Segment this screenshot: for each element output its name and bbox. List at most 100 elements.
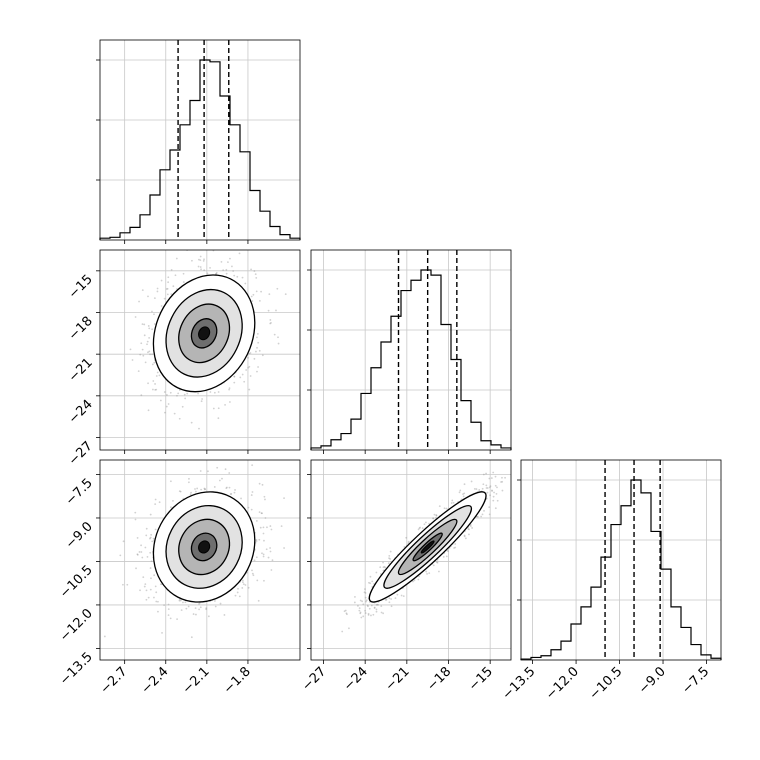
- sample-point: [485, 487, 488, 489]
- sample-point: [152, 380, 155, 382]
- sample-point: [344, 609, 347, 612]
- sample-point: [253, 559, 256, 562]
- sample-point: [147, 351, 149, 354]
- sample-point: [384, 599, 387, 601]
- sample-point: [231, 265, 233, 268]
- sample-point: [250, 508, 253, 511]
- sample-point: [169, 391, 172, 394]
- sample-point: [383, 565, 386, 568]
- sample-point: [151, 363, 154, 366]
- y-tick-label: −27: [66, 439, 96, 469]
- histogram-step-0: [99, 59, 301, 240]
- x-tick-label: −13.5: [500, 664, 539, 703]
- sample-point: [236, 591, 239, 594]
- sample-point: [148, 350, 151, 353]
- sample-point: [481, 513, 484, 516]
- sample-point: [264, 498, 266, 501]
- sample-point: [214, 605, 217, 608]
- sample-point: [138, 300, 140, 303]
- sample-point: [170, 506, 172, 509]
- sample-point: [370, 604, 373, 607]
- sample-point: [218, 479, 221, 482]
- sample-point: [261, 512, 263, 515]
- sample-point: [462, 495, 465, 498]
- sample-point: [260, 290, 262, 293]
- sample-point: [154, 503, 157, 506]
- sample-point: [271, 559, 274, 562]
- sample-point: [145, 589, 148, 592]
- sample-point: [185, 607, 188, 610]
- sample-point: [283, 547, 285, 549]
- sample-point: [174, 274, 177, 277]
- sample-point: [459, 489, 462, 492]
- sample-point: [183, 393, 186, 396]
- sample-point: [169, 617, 172, 620]
- sample-point: [141, 348, 144, 351]
- sample-point: [122, 583, 124, 586]
- sample-point: [269, 322, 272, 325]
- sample-point: [262, 532, 265, 535]
- sample-point: [389, 550, 392, 553]
- sample-point: [482, 473, 485, 476]
- sample-point: [167, 614, 170, 617]
- sample-point: [494, 475, 497, 478]
- sample-point: [167, 603, 170, 606]
- sample-point: [212, 407, 215, 410]
- y-tick-label: −15: [66, 272, 96, 302]
- sample-point: [473, 487, 476, 490]
- sample-point: [501, 480, 504, 483]
- sample-point: [266, 526, 268, 529]
- sample-point: [536, 464, 538, 466]
- sample-point: [226, 486, 228, 489]
- x-tick-label: −15: [466, 664, 496, 694]
- sample-point: [152, 537, 155, 540]
- sample-point: [200, 268, 202, 271]
- sample-point: [357, 604, 359, 607]
- sample-point: [223, 614, 226, 616]
- sample-point: [405, 536, 408, 539]
- sample-point: [153, 596, 155, 599]
- sample-point: [365, 599, 368, 602]
- sample-point: [203, 487, 206, 490]
- sample-point: [145, 598, 148, 601]
- x-tick-label: −2.1: [180, 664, 213, 697]
- sample-point: [367, 605, 369, 608]
- sample-point: [476, 515, 479, 518]
- sample-point: [493, 491, 495, 494]
- y-tick-label: −18: [66, 314, 96, 344]
- sample-point: [165, 394, 168, 396]
- sample-point: [191, 259, 193, 262]
- sample-point: [454, 546, 457, 549]
- scatter-panel-0-1: [99, 249, 301, 451]
- sample-point: [255, 276, 258, 279]
- sample-point: [371, 580, 374, 583]
- sample-point: [213, 486, 216, 488]
- sample-point: [219, 602, 222, 605]
- sample-point: [362, 603, 365, 606]
- sample-point: [139, 353, 142, 356]
- sample-point: [245, 369, 248, 371]
- sample-point: [215, 271, 218, 274]
- sample-point: [233, 375, 236, 378]
- sample-point: [359, 599, 362, 602]
- sample-point: [364, 596, 367, 599]
- sample-point: [198, 603, 200, 605]
- sample-point: [164, 411, 166, 414]
- sample-point: [496, 499, 499, 502]
- sample-point: [136, 553, 139, 556]
- sample-point: [261, 552, 263, 555]
- sample-point: [264, 517, 267, 519]
- sample-point: [362, 615, 365, 618]
- sample-point: [149, 537, 151, 540]
- sample-point: [368, 581, 370, 584]
- sample-point: [380, 605, 383, 608]
- sample-point: [182, 281, 185, 283]
- sample-point: [255, 350, 257, 353]
- sample-point: [255, 556, 258, 559]
- sample-point: [172, 285, 175, 288]
- sample-point: [247, 506, 250, 509]
- sample-point: [260, 512, 263, 515]
- sample-point: [149, 513, 152, 516]
- y-tick-label: −7.5: [63, 476, 96, 509]
- sample-point: [241, 373, 244, 376]
